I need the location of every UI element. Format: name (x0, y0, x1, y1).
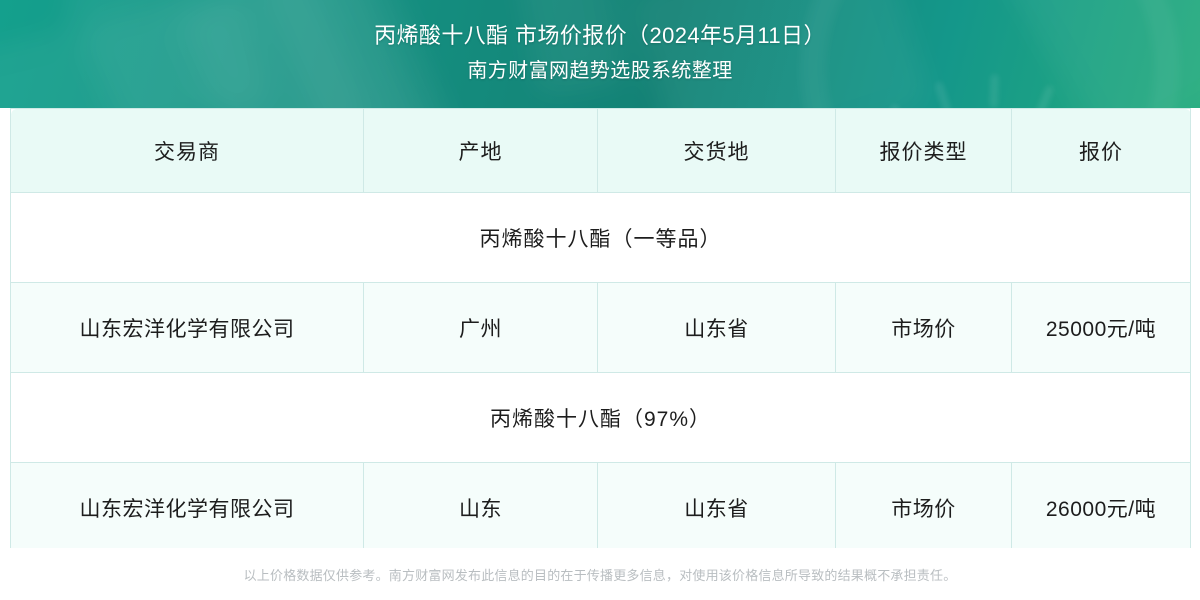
column-header-price: 报价 (1011, 108, 1191, 193)
cell-delivery: 山东省 (597, 462, 836, 553)
cell-delivery: 山东省 (597, 282, 836, 373)
table-group-row: 丙烯酸十八酯（一等品） (10, 192, 1191, 283)
column-header-delivery: 交货地 (597, 108, 836, 193)
cell-trader: 山东宏洋化学有限公司 (10, 462, 364, 553)
column-header-quote-type: 报价类型 (835, 108, 1012, 193)
quote-table: 交易商 产地 交货地 报价类型 报价 丙烯酸十八酯（一等品） 山东宏洋化学有限公… (10, 108, 1191, 553)
cell-trader: 山东宏洋化学有限公司 (10, 282, 364, 373)
group-label-grade-97: 丙烯酸十八酯（97%） (10, 372, 1191, 463)
table-head: 交易商 产地 交货地 报价类型 报价 (10, 108, 1191, 193)
cell-price: 26000元/吨 (1011, 462, 1191, 553)
cell-quote-type: 市场价 (835, 282, 1012, 373)
page-footer: 以上价格数据仅供参考。南方财富网发布此信息的目的在于传播更多信息，对使用该价格信… (0, 548, 1200, 600)
cell-origin: 广州 (363, 282, 598, 373)
cell-price: 25000元/吨 (1011, 282, 1191, 373)
column-header-trader: 交易商 (10, 108, 364, 193)
cell-quote-type: 市场价 (835, 462, 1012, 553)
quote-table-wrapper: 交易商 产地 交货地 报价类型 报价 丙烯酸十八酯（一等品） 山东宏洋化学有限公… (0, 108, 1200, 553)
table-group-row: 丙烯酸十八酯（97%） (10, 372, 1191, 463)
table-body: 丙烯酸十八酯（一等品） 山东宏洋化学有限公司 广州 山东省 市场价 25000元… (10, 192, 1191, 553)
header-titles: 丙烯酸十八酯 市场价报价（2024年5月11日） 南方财富网趋势选股系统整理 (0, 0, 1200, 88)
page-header: F 丙烯酸十八酯 市场价报价（2024年5月11日） 南方财富网趋势选股系统整理 (0, 0, 1200, 108)
cell-origin: 山东 (363, 462, 598, 553)
page-title: 丙烯酸十八酯 市场价报价（2024年5月11日） (374, 23, 826, 48)
column-header-origin: 产地 (363, 108, 598, 193)
disclaimer-text: 以上价格数据仅供参考。南方财富网发布此信息的目的在于传播更多信息，对使用该价格信… (243, 567, 957, 583)
page-subtitle: 南方财富网趋势选股系统整理 (467, 60, 733, 82)
table-row: 山东宏洋化学有限公司 山东 山东省 市场价 26000元/吨 (10, 462, 1191, 553)
table-row: 山东宏洋化学有限公司 广州 山东省 市场价 25000元/吨 (10, 282, 1191, 373)
group-label-grade-1: 丙烯酸十八酯（一等品） (10, 192, 1191, 283)
table-header-row: 交易商 产地 交货地 报价类型 报价 (10, 108, 1191, 193)
